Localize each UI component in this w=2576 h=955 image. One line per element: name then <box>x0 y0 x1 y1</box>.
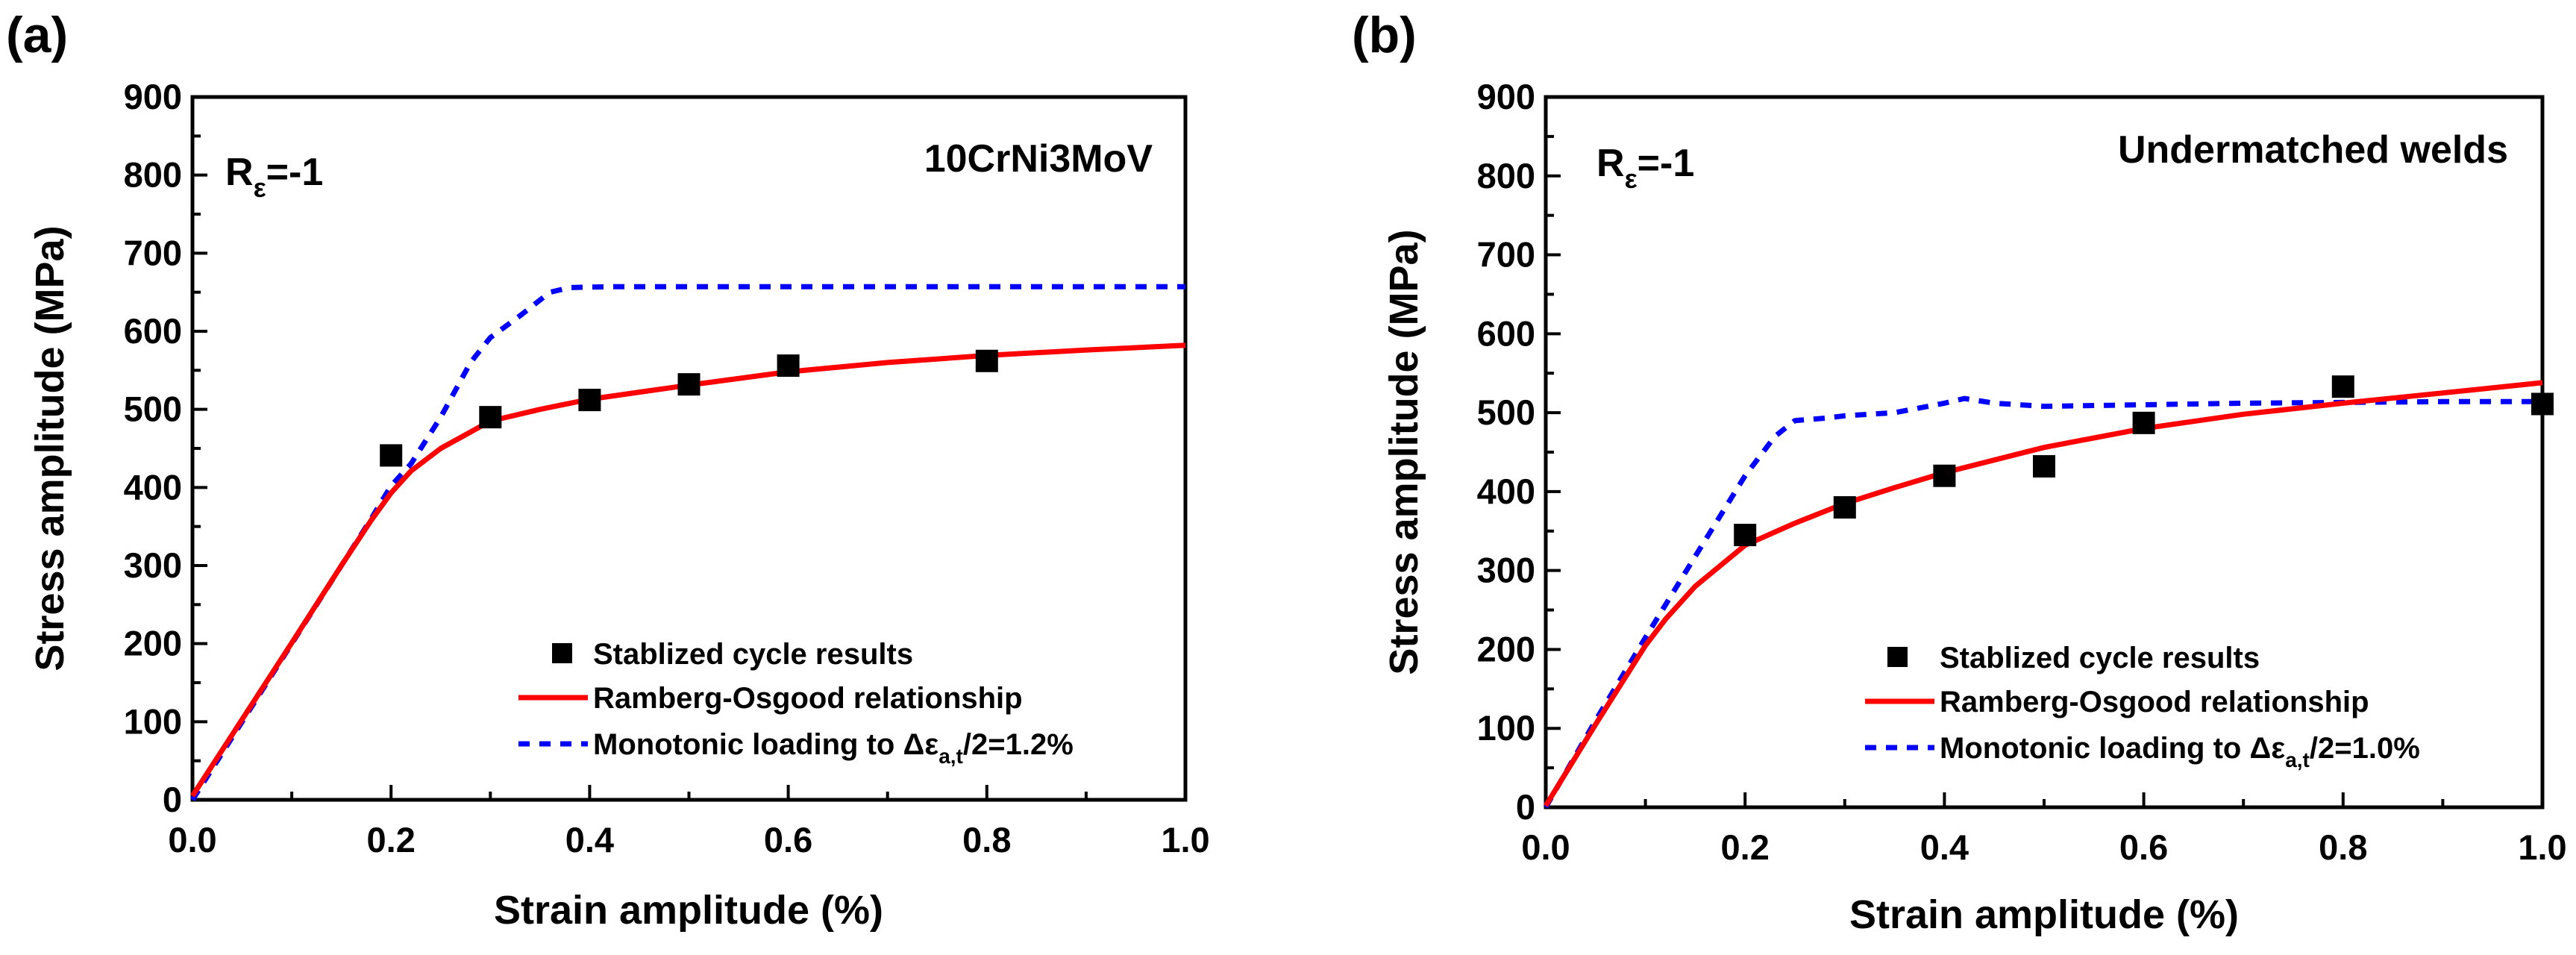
legend-b: Stablized cycle results Ramberg-Osgood r… <box>1865 642 2420 771</box>
x-tick-label: 0.0 <box>1521 827 1570 867</box>
series-b <box>1543 375 2554 809</box>
data-point-stabilized <box>975 349 998 372</box>
r-epsilon-label-b: Rε=-1 <box>1596 142 1694 194</box>
x-tick-label: 0.2 <box>367 820 416 860</box>
r-epsilon-label-a: Rε=-1 <box>225 151 323 203</box>
series-line-ramberg-osgood <box>1544 380 2543 807</box>
panel-label-b: (b) <box>1352 7 1417 63</box>
x-tick-labels-a: 0.0 0.2 0.4 0.6 0.8 1.0 <box>168 820 1209 860</box>
data-point-stabilized <box>1833 496 1856 519</box>
r-main-a: R <box>225 151 254 194</box>
x-tick-label: 0.8 <box>962 820 1011 860</box>
legend-mono-rest-a: /2=1.2% <box>963 728 1074 761</box>
legend-a: Stablized cycle results Ramberg-Osgood r… <box>518 638 1074 768</box>
legend-label-scatter-a: Stablized cycle results <box>593 638 913 671</box>
y-tick-label: 0 <box>1516 787 1535 827</box>
x-tick-label: 0.0 <box>168 820 216 860</box>
data-point-stabilized <box>1933 464 1956 487</box>
x-tick-label: 0.2 <box>1721 827 1770 867</box>
y-tick-label: 900 <box>1477 77 1535 116</box>
y-tick-label: 800 <box>124 155 182 195</box>
y-axis-title-b: Stress amplitude (MPa) <box>1382 229 1426 674</box>
y-tick-label: 400 <box>1477 472 1535 511</box>
data-point-stabilized <box>2331 375 2354 398</box>
series-line-monotonic <box>190 284 1185 801</box>
y-tick-label: 900 <box>124 77 182 116</box>
legend-label-mono-b: Monotonic loading to Δεa,t/2=1.0% <box>1940 732 2420 771</box>
legend-marker-scatter-b <box>1887 647 1908 667</box>
data-point-stabilized <box>2531 392 2554 416</box>
x-tick-label: 0.6 <box>764 820 812 860</box>
y-tick-label: 200 <box>1477 629 1535 668</box>
x-tick-label: 1.0 <box>2518 827 2566 867</box>
legend-mono-sub-b: a,t <box>2285 748 2310 771</box>
data-point-stabilized <box>677 373 701 396</box>
data-point-stabilized <box>2132 411 2155 434</box>
data-point-stabilized <box>2033 455 2055 478</box>
data-point-stabilized <box>479 406 502 429</box>
x-tick-label: 0.8 <box>2319 827 2367 867</box>
panel-label-a: (a) <box>6 7 68 63</box>
y-tick-label: 400 <box>124 467 182 507</box>
data-point-stabilized <box>777 354 800 378</box>
x-tick-label: 1.0 <box>1161 820 1209 860</box>
x-tick-labels-b: 0.0 0.2 0.4 0.6 0.8 1.0 <box>1521 827 2566 867</box>
data-point-stabilized <box>1734 524 1757 547</box>
y-tick-label: 500 <box>1477 392 1535 432</box>
data-point-stabilized <box>380 444 403 467</box>
legend-label-ro-b: Ramberg-Osgood relationship <box>1940 686 2369 718</box>
y-tick-label: 600 <box>124 311 182 351</box>
x-tick-label: 0.6 <box>2119 827 2168 867</box>
legend-marker-scatter-a <box>552 643 572 663</box>
x-axis-title-a: Strain amplitude (%) <box>494 888 883 933</box>
y-axis-title-a: Stress amplitude (MPa) <box>28 225 72 671</box>
legend-mono-main-a: Monotonic loading to Δε <box>593 728 938 761</box>
x-axis-title-b: Strain amplitude (%) <box>1849 892 2239 937</box>
y-tick-label: 300 <box>1477 551 1535 590</box>
y-tick-label: 600 <box>1477 313 1535 353</box>
y-tick-label: 0 <box>163 780 182 819</box>
legend-label-ro-a: Ramberg-Osgood relationship <box>593 682 1023 715</box>
r-sub-b: ε <box>1625 163 1638 194</box>
y-tick-labels-a: 0 100 200 300 400 500 600 700 800 900 <box>124 77 182 819</box>
y-tick-label: 700 <box>1477 235 1535 275</box>
y-tick-label: 500 <box>124 389 182 429</box>
legend-mono-sub-a: a,t <box>938 745 963 768</box>
x-tick-label: 0.4 <box>1920 827 1969 867</box>
y-tick-labels-b: 0 100 200 300 400 500 600 700 800 900 <box>1477 77 1535 827</box>
legend-label-scatter-b: Stablized cycle results <box>1940 642 2260 674</box>
legend-label-mono-a: Monotonic loading to Δεa,t/2=1.2% <box>593 728 1074 768</box>
legend-mono-main-b: Monotonic loading to Δε <box>1940 732 2285 765</box>
y-tick-label: 800 <box>1477 156 1535 195</box>
x-tick-label: 0.4 <box>565 820 614 860</box>
y-tick-label: 100 <box>124 701 182 741</box>
series-a <box>190 284 1186 801</box>
r-main-b: R <box>1596 142 1625 185</box>
axis-ticks-a <box>191 96 1187 801</box>
r-rest-b: =-1 <box>1638 142 1695 185</box>
material-label-a: 10CrNi3MoV <box>924 137 1153 181</box>
axis-ticks-b <box>1544 96 2544 809</box>
y-tick-label: 700 <box>124 233 182 272</box>
y-tick-label: 200 <box>124 624 182 663</box>
data-point-stabilized <box>578 389 601 412</box>
y-tick-label: 100 <box>1477 708 1535 748</box>
r-rest-a: =-1 <box>266 151 324 194</box>
y-tick-label: 300 <box>124 545 182 585</box>
r-sub-a: ε <box>254 172 266 203</box>
material-label-b: Undermatched welds <box>2118 128 2508 172</box>
legend-mono-rest-b: /2=1.0% <box>2310 732 2420 765</box>
